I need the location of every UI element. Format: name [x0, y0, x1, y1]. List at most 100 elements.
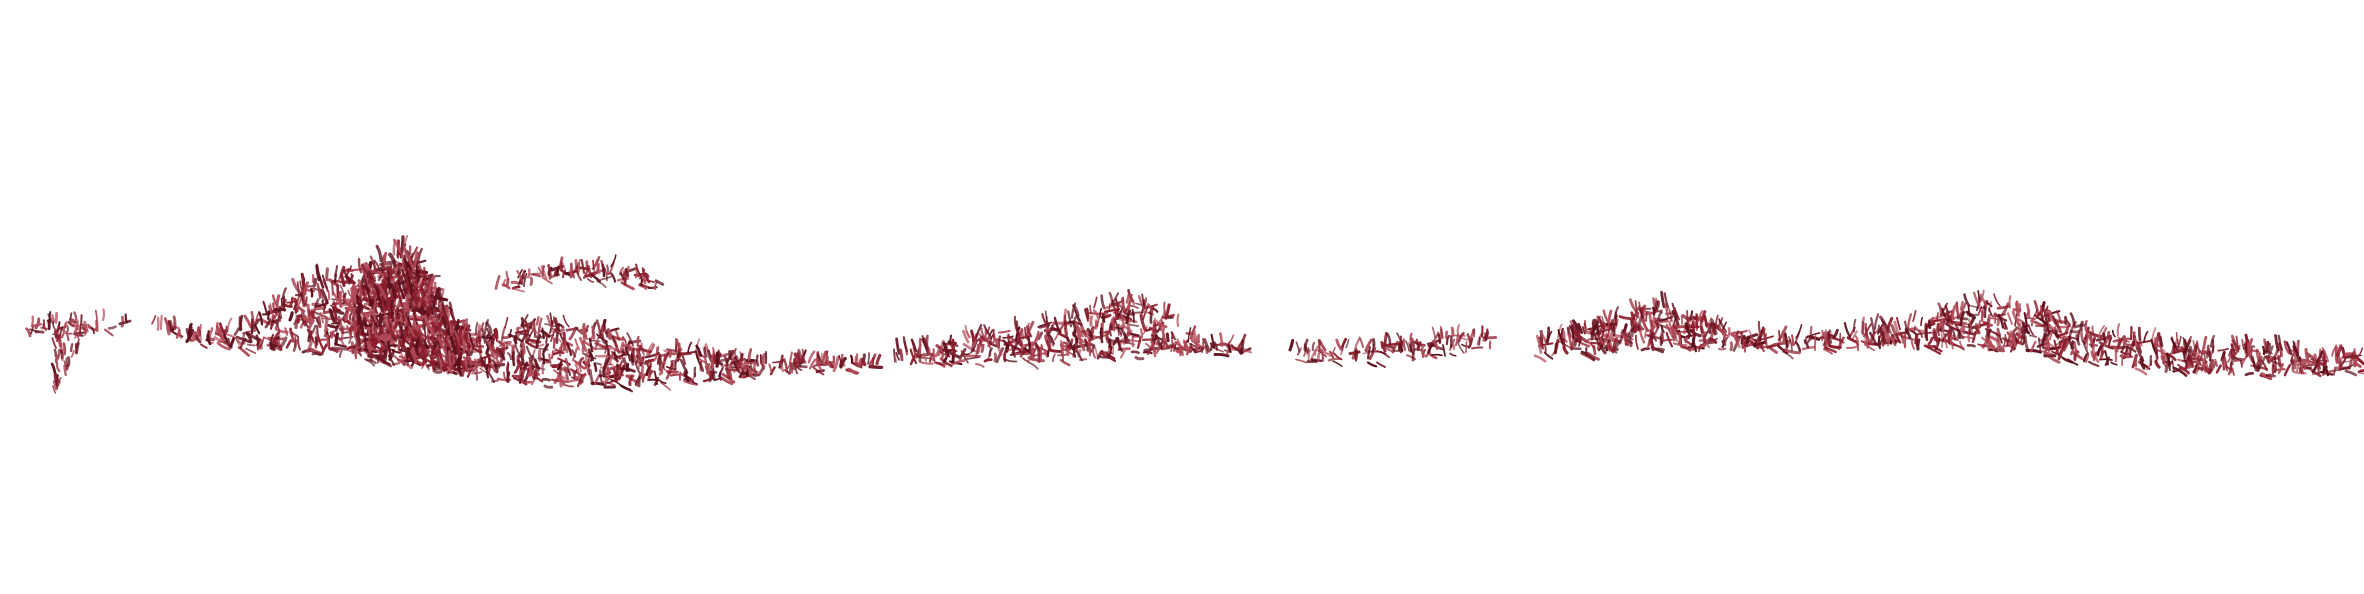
brush-stroke — [2134, 367, 2148, 376]
brush-stroke — [1048, 334, 1055, 345]
brush-stroke — [658, 366, 664, 375]
brush-stroke — [2000, 302, 2010, 317]
brush-stroke — [816, 358, 823, 372]
brush-stroke — [279, 336, 288, 349]
brush-stroke — [1577, 322, 1584, 335]
brush-stroke — [2255, 348, 2261, 363]
brush-stroke — [2302, 358, 2307, 371]
brush-stroke — [975, 363, 985, 368]
brush-stroke — [2100, 342, 2105, 355]
brush-stroke — [1099, 327, 1104, 344]
brush-stroke — [2060, 342, 2063, 352]
brush-stroke — [416, 261, 428, 281]
brush-stroke — [2203, 349, 2209, 359]
brush-stroke — [1607, 309, 1613, 324]
brush-stroke — [1950, 326, 1957, 341]
brush-stroke — [2265, 373, 2276, 378]
brush-stroke — [61, 321, 68, 332]
brush-stroke — [1137, 295, 1146, 311]
floating-arc-stroke — [494, 254, 665, 293]
brush-stroke — [1036, 345, 1041, 364]
brush-stroke — [307, 324, 317, 339]
brush-stroke — [319, 288, 324, 302]
brush-stroke — [73, 311, 78, 321]
brush-stroke — [682, 350, 697, 356]
brush-stroke — [893, 354, 898, 363]
brush-stroke — [659, 380, 667, 384]
brush-stroke — [2106, 330, 2111, 341]
brush-stroke — [243, 314, 253, 329]
brush-stroke — [2038, 337, 2042, 354]
brush-stroke — [1912, 309, 1917, 322]
brush-stroke — [478, 337, 483, 353]
brush-stroke — [1899, 331, 1905, 344]
brush-stroke — [2186, 336, 2192, 346]
brush-stroke — [1093, 296, 1098, 309]
brush-stroke — [2203, 352, 2207, 364]
brush-stroke — [586, 367, 591, 376]
brush-stroke — [293, 297, 299, 313]
brush-stroke — [1318, 339, 1327, 352]
brush-stroke — [563, 365, 570, 381]
brush-stroke — [359, 323, 365, 336]
brush-stroke — [1623, 333, 1628, 344]
brush-stroke — [2091, 325, 2096, 340]
brush-stroke — [588, 368, 595, 386]
brush-stroke — [506, 352, 513, 361]
brush-stroke — [523, 331, 529, 343]
brush-stroke — [524, 320, 530, 335]
brush-stroke — [1612, 325, 1616, 337]
brush-stroke — [1547, 330, 1553, 344]
brush-stroke — [429, 354, 436, 371]
brush-stroke — [769, 366, 776, 376]
brush-stroke — [2010, 333, 2017, 347]
brush-stroke — [57, 339, 64, 352]
brush-stroke — [525, 345, 533, 360]
brush-stroke — [2308, 367, 2322, 378]
brush-stroke — [549, 312, 553, 325]
brush-stroke — [52, 385, 57, 394]
brush-stroke — [1748, 329, 1754, 342]
brush-stroke — [780, 362, 785, 373]
brush-stroke — [571, 349, 577, 358]
brush-stroke — [542, 343, 549, 353]
brush-stroke — [297, 335, 301, 351]
brush-stroke — [1622, 323, 1628, 334]
brush-stroke — [1314, 345, 1319, 357]
brush-stroke — [788, 351, 793, 364]
brush-stroke — [778, 354, 784, 366]
brush-stroke — [793, 352, 799, 367]
brush-stroke — [489, 347, 496, 358]
brush-stroke — [1977, 297, 1981, 307]
brush-stroke — [65, 357, 69, 370]
brush-stroke — [912, 347, 917, 359]
brush-stroke — [2063, 315, 2068, 326]
brush-stroke — [2003, 333, 2007, 347]
brush-stroke — [326, 334, 331, 350]
brush-stroke — [493, 329, 498, 342]
brush-stroke — [1875, 324, 1881, 333]
brush-stroke — [1457, 331, 1465, 343]
brush-stroke — [1030, 346, 1035, 361]
brush-stroke — [1533, 354, 1547, 363]
brush-stroke — [2088, 331, 2103, 338]
brush-stroke — [1710, 318, 1718, 335]
brush-stroke — [2324, 365, 2330, 377]
brush-stroke — [407, 315, 413, 330]
brush-stroke — [2189, 345, 2194, 357]
brush-stroke — [1994, 312, 1997, 324]
brush-stroke — [1794, 341, 1802, 352]
brush-stroke — [58, 377, 62, 384]
brush-stroke — [964, 324, 971, 339]
brush-stroke — [736, 362, 742, 374]
brush-stroke — [378, 285, 388, 301]
brush-stroke — [787, 362, 793, 375]
brush-stroke — [1111, 318, 1116, 332]
brush-stroke — [1870, 317, 1876, 335]
brush-stroke — [540, 265, 548, 280]
brush-stroke — [159, 314, 163, 331]
brush-stroke — [2300, 358, 2304, 375]
brush-stroke — [479, 356, 488, 370]
brush-stroke — [1805, 332, 1821, 339]
brush-stroke — [614, 353, 618, 363]
